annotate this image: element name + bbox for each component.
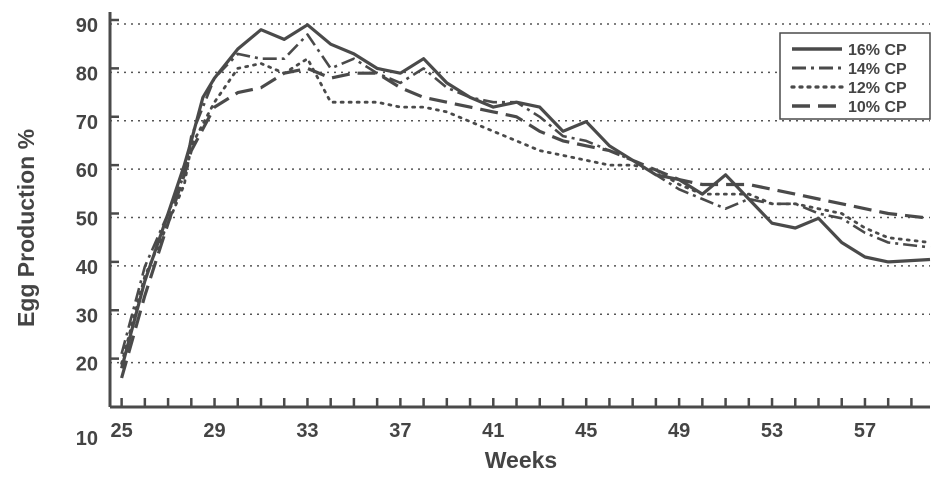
x-tick-label-25: 25 [110, 420, 132, 442]
axes [108, 12, 930, 409]
legend-label-10-cp: 10% CP [848, 99, 907, 116]
x-tick-label-45: 45 [575, 420, 597, 442]
series-line-12-cp [120, 57, 932, 365]
legend-label-16-cp: 16% CP [848, 42, 907, 59]
x-axis-title: Weeks [485, 447, 557, 473]
x-tick-label-29: 29 [203, 420, 225, 442]
x-tick-label-33: 33 [296, 420, 318, 442]
y-tick-label-50: 50 [76, 209, 98, 231]
tick-labels: 10 20 30 40 50 60 70 80 90 25 29 33 37 41 45 49 53 57 [76, 15, 876, 450]
x-tick-label-37: 37 [389, 420, 411, 442]
x-tick-label-53: 53 [761, 420, 783, 442]
y-axis-title: Egg Production % [13, 129, 39, 327]
series-lines [120, 23, 932, 379]
x-tick-label-41: 41 [482, 420, 504, 442]
y-tick-label-80: 80 [76, 63, 98, 85]
y-tick-label-70: 70 [76, 112, 98, 134]
y-tick-label-20: 20 [76, 354, 98, 376]
legend-label-12-cp: 12% CP [848, 80, 907, 97]
legend-label-14-cp: 14% CP [848, 61, 907, 78]
x-tick-label-57: 57 [854, 420, 876, 442]
legend: 16% CP 14% CP 12% CP 10% CP [779, 32, 931, 120]
series-line-14-cp [120, 33, 931, 355]
y-tick-label-90: 90 [76, 15, 98, 37]
y-tick-label-40: 40 [76, 257, 98, 279]
y-tick-label-10: 10 [76, 428, 98, 450]
x-tick-label-49: 49 [668, 420, 690, 442]
y-tick-label-30: 30 [76, 305, 98, 327]
y-tick-label-60: 60 [76, 160, 98, 182]
